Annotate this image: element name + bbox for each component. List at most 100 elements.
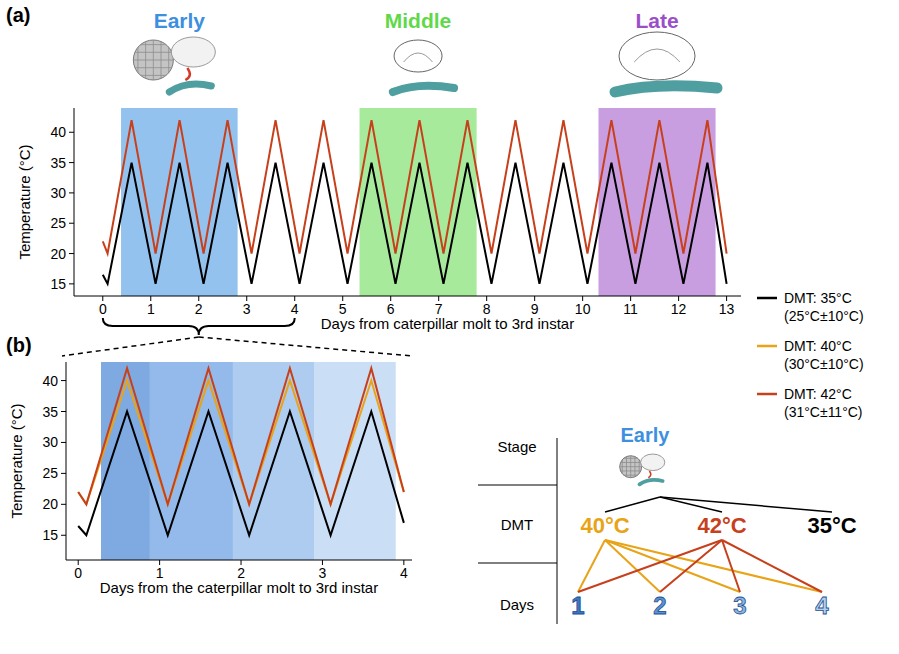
legend-swatch <box>757 393 777 396</box>
egg <box>641 454 665 471</box>
mesh <box>133 40 173 80</box>
legend-line: (31°C±11°C) <box>784 404 863 420</box>
x-axis-title: Days from caterpillar molt to 3rd instar <box>321 315 574 332</box>
y-tick-label: 35 <box>42 404 58 420</box>
y-tick-label: 30 <box>50 185 66 201</box>
legend-label: DMT: 42°C (31°C±11°C) <box>784 386 863 420</box>
divider <box>478 485 557 486</box>
design-diagram: StageDMTDaysEarly40°C42°C35°C1234 <box>478 424 857 624</box>
caterpillar <box>393 86 454 92</box>
y-tick-label: 20 <box>42 496 58 512</box>
dmt-label: 40°C <box>580 513 629 538</box>
x-tick-label: 4 <box>400 565 408 581</box>
mesh-line <box>141 75 167 76</box>
temperature-line <box>78 368 404 504</box>
plot-area <box>103 108 727 296</box>
y-tick-label: 40 <box>50 124 66 140</box>
y-tick <box>69 162 74 163</box>
caterpillar <box>169 84 211 92</box>
row-label: Days <box>500 596 534 613</box>
egg <box>619 32 695 80</box>
day-label: 2 <box>653 592 666 619</box>
x-tick-label: 0 <box>74 565 82 581</box>
day-label: 1 <box>571 592 584 619</box>
x-tick-label: 12 <box>671 301 687 317</box>
x-axis <box>74 296 741 297</box>
legend-label: DMT: 40°C(30°C±10°C) <box>784 338 864 372</box>
y-tick <box>61 411 66 412</box>
embryo <box>634 49 680 62</box>
dmt-label: 42°C <box>697 513 746 538</box>
legend: DMT: 35°C (25°C±10°C) DMT: 40°C(30°C±10°C)… <box>757 290 864 420</box>
y-tick <box>61 380 66 381</box>
row-label: DMT <box>501 516 534 533</box>
stage-title: Middle <box>385 9 452 32</box>
chart: 01234152025303540Temperature (°C)Days fr… <box>8 362 412 596</box>
temperature-line <box>103 163 727 284</box>
legend-swatch <box>757 297 777 300</box>
y-tick <box>69 253 74 254</box>
x-tick-label: 2 <box>195 301 203 317</box>
y-tick <box>69 283 74 284</box>
y-tick-label: 15 <box>42 527 58 543</box>
divider <box>478 563 557 564</box>
stage-title: Late <box>635 9 678 32</box>
legend-line: DMT: 35°C <box>784 290 852 306</box>
figure: (a)(b)EarlyMiddleLate0123456789101112131… <box>0 0 899 654</box>
day-link <box>605 540 740 592</box>
mesh-line <box>161 42 162 79</box>
panel-letter: (a) <box>6 4 30 26</box>
mesh <box>620 456 642 478</box>
x-axis-title: Days from the caterpillar molt to 3rd in… <box>100 579 378 596</box>
y-tick <box>69 223 74 224</box>
day-link <box>605 540 822 592</box>
day-link <box>722 540 822 592</box>
legend-line: (25°C±10°C) <box>784 308 864 324</box>
y-tick-label: 25 <box>42 465 58 481</box>
y-tick-label: 30 <box>42 434 58 450</box>
y-tick <box>61 473 66 474</box>
x-axis <box>66 560 412 561</box>
chart: EarlyMiddleLate0123456789101112131520253… <box>16 9 741 332</box>
y-axis <box>74 108 75 296</box>
egg <box>394 40 442 72</box>
x-tick-label: 0 <box>99 301 107 317</box>
legend-line: DMT: 40°C <box>784 338 852 354</box>
row-label: Stage <box>497 438 536 455</box>
panel-letter: (b) <box>6 334 32 356</box>
stage-label: Early <box>621 424 671 446</box>
stage-title: Early <box>154 9 206 32</box>
mesh-line <box>630 456 631 478</box>
zoom-line <box>199 337 412 356</box>
mesh-line <box>624 475 638 476</box>
stage-link <box>605 497 660 512</box>
y-tick-label: 25 <box>50 215 66 231</box>
legend-line: DMT: 42°C <box>784 386 852 402</box>
y-axis-title: Temperature (°C) <box>8 403 25 518</box>
embryo <box>404 53 433 62</box>
x-tick-label: 1 <box>147 301 155 317</box>
legend-swatch <box>757 345 777 348</box>
day-label: 3 <box>733 592 746 619</box>
x-tick-label: 4 <box>291 301 299 317</box>
stage-icon <box>393 40 454 92</box>
x-tick-label: 10 <box>575 301 591 317</box>
day-link <box>660 540 722 592</box>
y-tick-label: 15 <box>50 276 66 292</box>
legend-label: DMT: 35°C (25°C±10°C) <box>784 290 864 324</box>
arrow <box>185 68 190 80</box>
y-tick <box>61 442 66 443</box>
y-tick-label: 35 <box>50 155 66 171</box>
x-tick-label: 3 <box>243 301 251 317</box>
plot-area <box>78 362 404 560</box>
y-axis <box>66 362 67 560</box>
bracket <box>103 318 295 335</box>
stage-icon <box>615 32 717 92</box>
x-tick-label: 11 <box>623 301 638 317</box>
mesh-line <box>168 47 169 73</box>
y-tick <box>69 192 74 193</box>
y-tick <box>69 132 74 133</box>
y-tick <box>61 504 66 505</box>
caterpillar <box>615 86 717 92</box>
mesh-line <box>639 460 640 474</box>
